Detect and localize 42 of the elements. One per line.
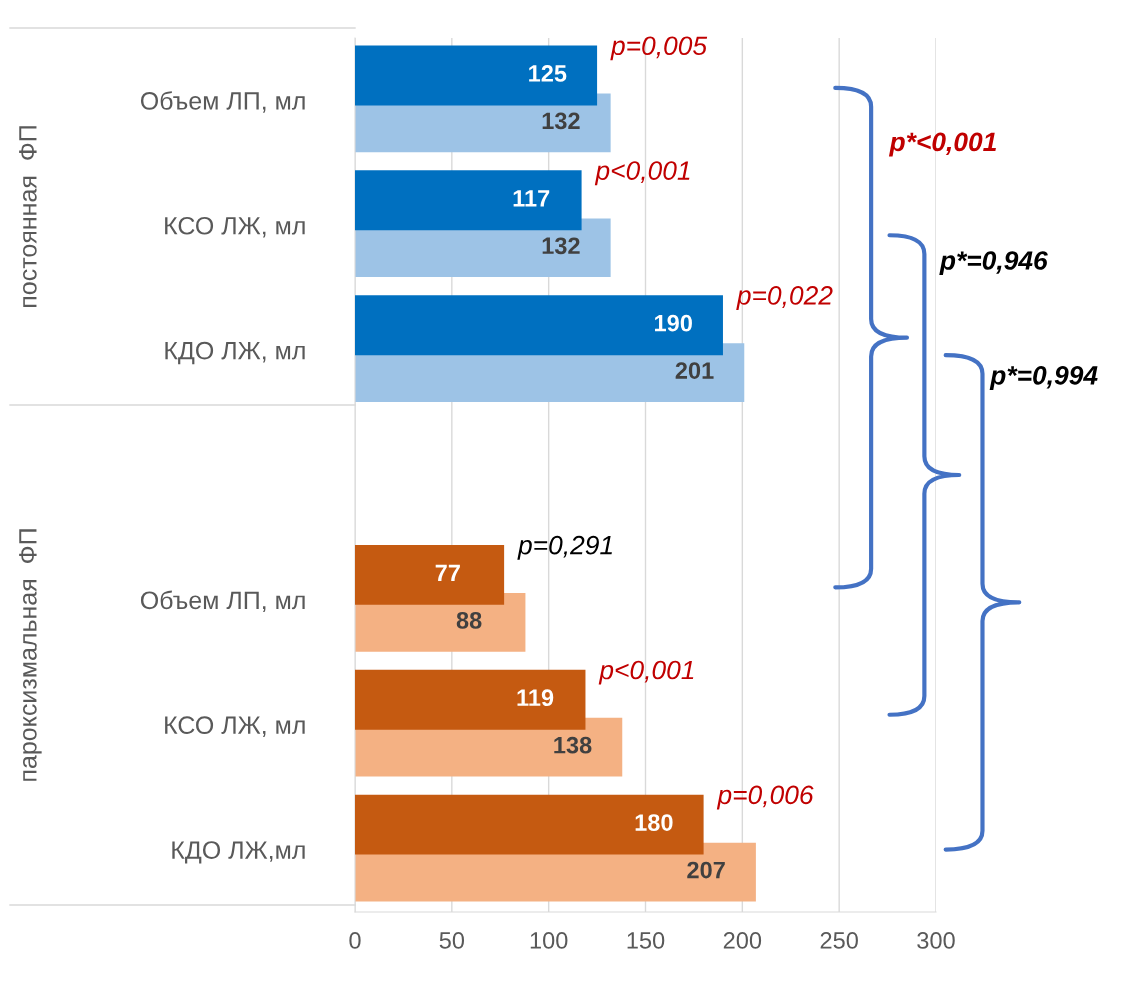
annotation: p=0,022 [736,286,833,310]
bar [355,544,505,605]
data-label: 132 [542,237,580,255]
text: p*=0,946 [939,251,1048,276]
data-label: 77 [435,564,460,581]
annotation: p<0,001 [598,660,694,685]
y-tick-label: КДО ЛЖ, мл [165,341,305,365]
data-label: 180 [635,814,673,831]
annotation: p=0,006 [716,785,814,810]
text: постоянная ФП [19,126,37,307]
y-tick-label: КСО ЛЖ, мл [165,716,305,737]
y-tick-label: Объем ЛП, мл [140,590,305,613]
text: p*=0,994 [989,366,1098,390]
data-label: 138 [554,736,592,754]
bar [355,295,723,356]
bar [355,794,704,855]
data-label: 190 [655,314,692,332]
x-tick-label: 0 [349,932,361,949]
data-label: 132 [542,112,580,130]
data-label: 117 [513,190,550,207]
bar [355,170,582,231]
annotation: p=0,005 [610,36,708,61]
x-tick-label: 150 [627,932,665,949]
data-label: 88 [456,611,482,629]
x-tick-label: 250 [820,932,858,949]
annotation: p<0,001 [594,161,690,186]
data-label: 125 [529,65,567,82]
y-tick-label: Объем ЛП, мл [140,91,305,113]
x-tick-label: 50 [439,932,465,949]
y-tick-label: КДО ЛЖ,мл [172,841,305,864]
data-label: 207 [687,861,725,879]
x-tick-label: 200 [723,932,762,949]
bar [355,669,586,730]
x-tick-label: 300 [917,932,955,949]
x-tick-label: 100 [530,932,568,949]
annotation: p=0,291 [517,535,612,560]
y-tick-label: КСО ЛЖ, мл [165,216,305,238]
data-label: 201 [675,362,714,379]
bar [355,45,598,106]
text: пароксизмальная ФП [19,529,42,781]
annotation: p*<0,001 [888,132,996,157]
data-label: 119 [517,689,554,707]
